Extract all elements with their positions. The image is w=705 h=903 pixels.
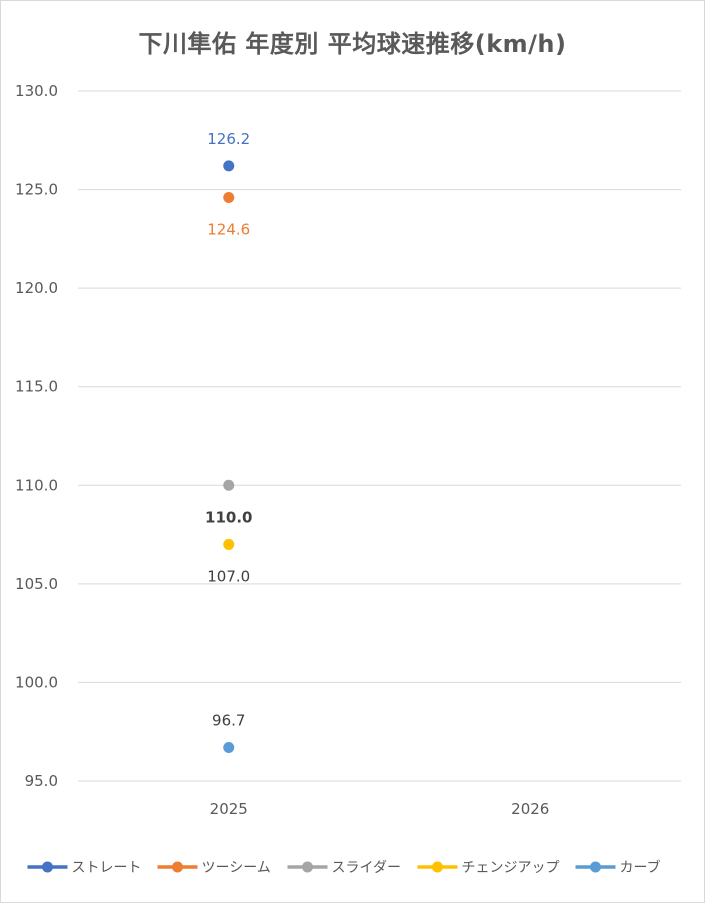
legend-marker <box>302 861 313 873</box>
data-points <box>223 160 235 753</box>
legend-label: ツーシーム <box>202 860 271 876</box>
y-axis: 130.0 125.0 120.0 115.0 110.0 105.0 100.0 95.0 <box>15 82 58 790</box>
legend-marker <box>432 861 443 873</box>
legend-marker <box>172 861 183 873</box>
x-tick-label: 2025 <box>210 800 248 818</box>
y-tick-label: 105.0 <box>15 575 58 593</box>
data-labels: 126.2 124.6 110.0 107.0 96.7 <box>205 130 252 730</box>
data-point[interactable] <box>223 191 235 203</box>
data-label: 126.2 <box>207 130 250 148</box>
y-tick-label: 95.0 <box>25 772 58 790</box>
y-tick-label: 120.0 <box>15 279 58 297</box>
data-point[interactable] <box>223 741 235 753</box>
legend-label: チェンジアップ <box>462 860 560 876</box>
data-point[interactable] <box>223 538 235 550</box>
y-tick-label: 130.0 <box>15 82 58 100</box>
x-axis: 2025 2026 <box>210 800 550 818</box>
data-label: 124.6 <box>207 220 250 238</box>
legend-label: スライダー <box>332 860 401 876</box>
legend-item[interactable]: ストレート <box>27 860 142 876</box>
legend-item[interactable]: ツーシーム <box>157 860 271 876</box>
chart-title: 下川隼佑 年度別 平均球速推移(km/h) <box>138 30 567 58</box>
legend-item[interactable]: カーブ <box>575 859 661 876</box>
legend-label: カーブ <box>620 859 661 876</box>
legend-marker <box>42 861 53 873</box>
data-label: 110.0 <box>205 508 252 526</box>
data-label: 107.0 <box>207 567 250 585</box>
legend: ストレート ツーシーム スライダー チェンジアップ カーブ <box>27 859 661 876</box>
data-point[interactable] <box>223 160 235 172</box>
gridlines <box>78 90 681 782</box>
legend-item[interactable]: チェンジアップ <box>417 860 560 876</box>
y-tick-label: 115.0 <box>15 378 58 396</box>
y-tick-label: 110.0 <box>15 476 58 494</box>
data-label: 96.7 <box>212 711 245 729</box>
legend-item[interactable]: スライダー <box>287 860 401 876</box>
legend-marker <box>590 861 601 873</box>
y-tick-label: 100.0 <box>15 673 58 691</box>
legend-label: ストレート <box>72 860 142 876</box>
data-point[interactable] <box>223 479 235 491</box>
x-tick-label: 2026 <box>511 800 549 818</box>
y-tick-label: 125.0 <box>15 181 58 199</box>
